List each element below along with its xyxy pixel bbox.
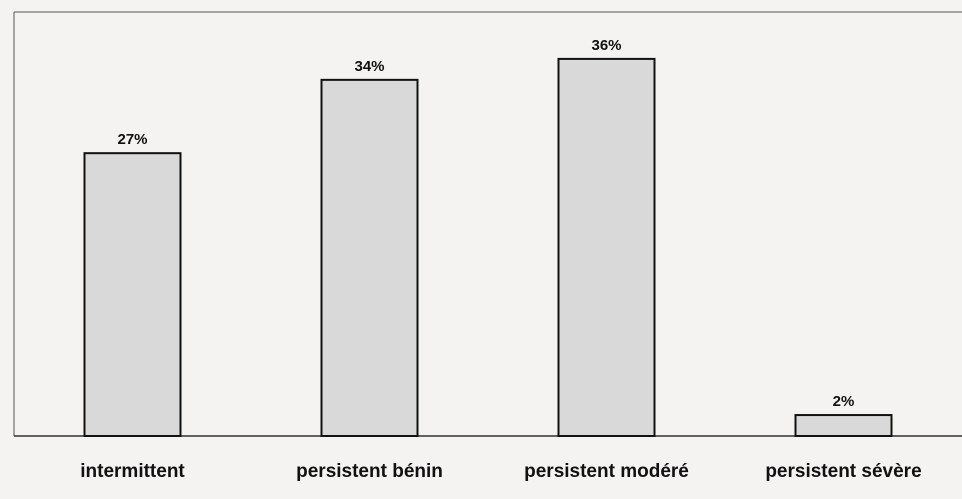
bar — [794, 414, 893, 437]
value-label: 36% — [591, 37, 621, 54]
bar — [557, 57, 656, 438]
x-tick-label: persistent sévère — [765, 461, 921, 482]
value-label: 2% — [833, 393, 855, 410]
value-label: 27% — [117, 131, 147, 148]
bar — [83, 152, 182, 438]
x-tick-label: persistent bénin — [296, 461, 443, 482]
bar — [320, 78, 419, 437]
x-tick-label: persistent modéré — [524, 461, 689, 482]
value-label: 34% — [354, 58, 384, 75]
x-tick-label: intermittent — [80, 461, 185, 482]
